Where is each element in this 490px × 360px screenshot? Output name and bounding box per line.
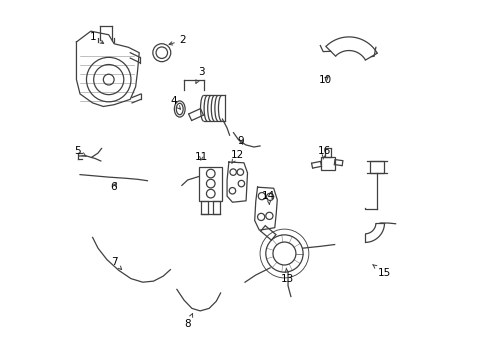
Text: 9: 9	[238, 136, 245, 145]
Bar	[321, 157, 335, 170]
Text: 15: 15	[372, 265, 391, 278]
Text: 14: 14	[262, 191, 275, 204]
Text: 5: 5	[74, 146, 86, 156]
Text: 3: 3	[196, 67, 205, 84]
Text: 8: 8	[184, 314, 193, 329]
Text: 16: 16	[318, 146, 331, 159]
Bar	[370, 161, 384, 173]
Text: 2: 2	[169, 35, 186, 45]
Text: 7: 7	[112, 257, 122, 270]
Bar	[199, 167, 222, 201]
Text: 4: 4	[170, 96, 180, 109]
Text: 1: 1	[90, 32, 104, 44]
Text: 13: 13	[281, 268, 294, 284]
Text: 10: 10	[318, 75, 332, 85]
Text: 6: 6	[111, 182, 117, 192]
Text: 11: 11	[195, 152, 208, 162]
Text: 12: 12	[231, 150, 244, 163]
